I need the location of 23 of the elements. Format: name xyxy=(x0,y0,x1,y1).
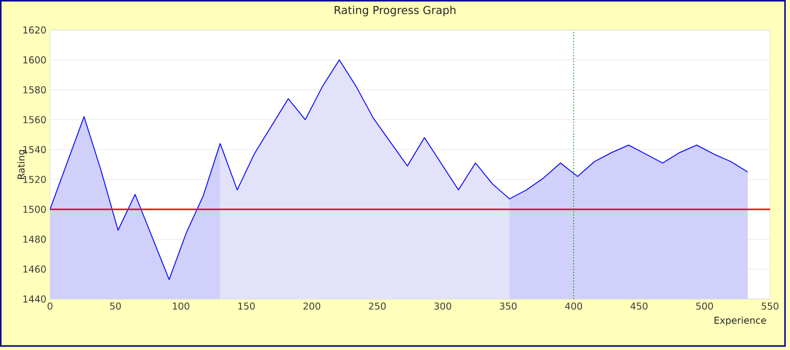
x-tick-label: 300 xyxy=(434,302,452,310)
y-tick-label: 1480 xyxy=(23,236,46,243)
y-tick-label: 1560 xyxy=(23,116,46,124)
x-tick-label: 250 xyxy=(368,302,386,310)
line-series xyxy=(50,59,748,280)
y-tick-label: 1620 xyxy=(23,26,46,34)
x-tick-label: 500 xyxy=(696,302,713,310)
x-axis-title: Experience xyxy=(714,316,766,326)
x-tick-label: 100 xyxy=(172,302,190,310)
y-tick-label: 1600 xyxy=(23,56,46,64)
x-tick-label: 150 xyxy=(238,302,255,310)
chart-title: Rating Progress Graph xyxy=(334,6,456,16)
y-tick-label: 1580 xyxy=(23,86,46,94)
y-tick-label: 1440 xyxy=(23,295,46,303)
x-tick-label: 400 xyxy=(565,302,582,310)
y-tick-label: 1500 xyxy=(23,206,46,213)
x-tick-label: 550 xyxy=(762,302,778,310)
x-tick-label: 0 xyxy=(48,302,52,310)
y-tick-label: 1460 xyxy=(23,266,46,273)
x-tick-label: 200 xyxy=(303,302,320,310)
x-tick-label: 450 xyxy=(630,302,648,310)
x-tick-label: 50 xyxy=(110,302,121,310)
x-tick-label: 350 xyxy=(500,302,517,310)
